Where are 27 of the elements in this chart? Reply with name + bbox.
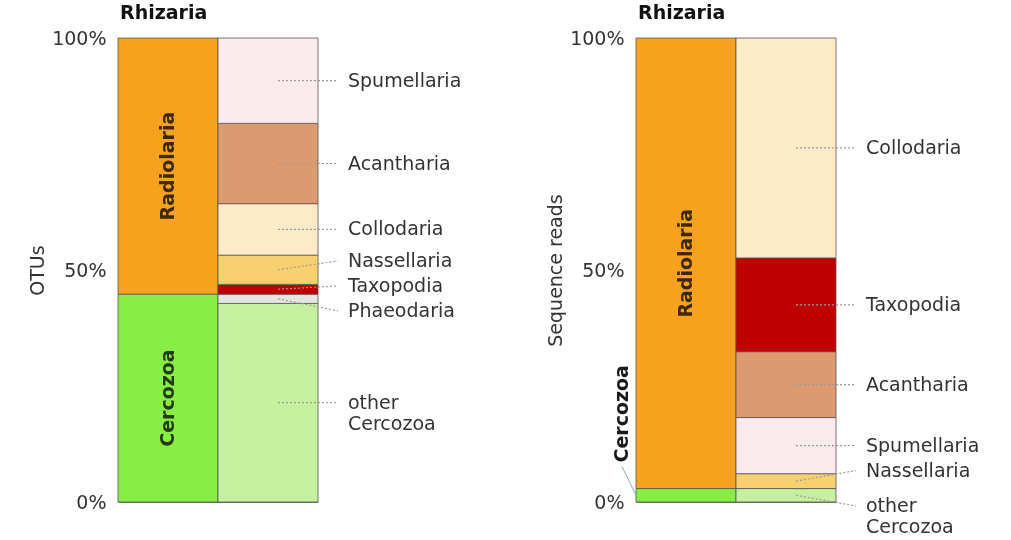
series-label: Spumellaria [866, 433, 980, 456]
y-tick-label: 0% [76, 490, 107, 513]
series-label: Phaeodaria [348, 298, 455, 321]
series-label: Collodaria [348, 217, 444, 240]
series-label: Radiolaria [156, 111, 178, 221]
y-tick-label: 50% [582, 258, 625, 281]
series-label: other Cercozoa [348, 390, 436, 434]
text: Cercozoa [610, 365, 632, 463]
chart-title: Rhizaria [120, 1, 208, 23]
y-axis-title: OTUs [26, 245, 49, 296]
series-label: Taxopodia [347, 273, 444, 296]
series-label: Taxopodia [865, 292, 962, 315]
series-label: Acantharia [866, 372, 969, 395]
series-label: Nassellaria [866, 458, 971, 481]
y-tick-label: 100% [52, 26, 107, 49]
chart-title: Rhizaria [638, 1, 726, 23]
series-label: Collodaria [866, 135, 962, 158]
y-axis-title: Sequence reads [544, 194, 567, 347]
series-label: Radiolaria [674, 208, 696, 318]
y-tick-label: 100% [570, 26, 625, 49]
y-tick-label: 50% [64, 258, 107, 281]
y-tick-label: 0% [594, 490, 625, 513]
series-label: Nassellaria [348, 248, 453, 271]
series-label: other Cercozoa [866, 494, 954, 538]
series-label: Acantharia [348, 151, 451, 174]
series-label: Cercozoa [156, 349, 178, 447]
series-label: Spumellaria [348, 68, 462, 91]
